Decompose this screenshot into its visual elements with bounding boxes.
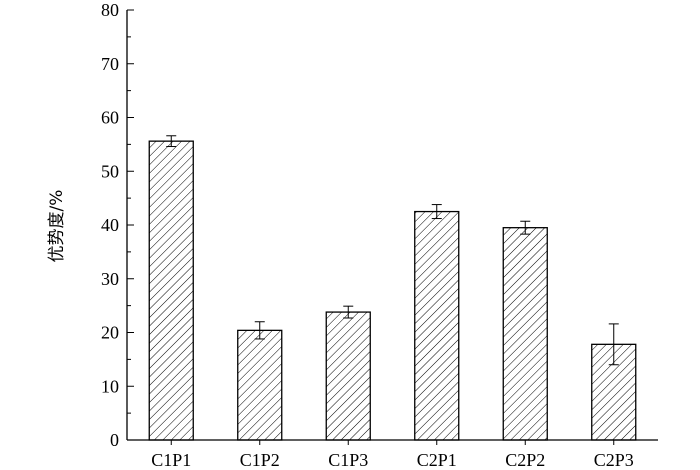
y-tick-label: 0 bbox=[110, 430, 119, 450]
y-tick-label: 10 bbox=[101, 376, 119, 396]
bar-c2p2 bbox=[502, 227, 548, 441]
x-tick-label: C2P2 bbox=[505, 450, 545, 470]
y-tick-label: 70 bbox=[101, 54, 119, 74]
plot-area: 0 10 20 30 40 50 60 70 80 C1P1 C1P2 C1P3 C2P1 C2P2 C2P… bbox=[101, 0, 658, 470]
bar-c2p1 bbox=[414, 210, 460, 441]
y-tick-label: 20 bbox=[101, 323, 119, 343]
y-tick-label: 30 bbox=[101, 269, 119, 289]
x-tick-label: C2P3 bbox=[594, 450, 634, 470]
x-tick-label: C1P3 bbox=[328, 450, 368, 470]
x-tick-label: C1P2 bbox=[240, 450, 280, 470]
y-axis-title: 优势度/% bbox=[47, 190, 67, 263]
bar-c1p3 bbox=[325, 311, 371, 441]
y-tick-label: 80 bbox=[101, 0, 119, 20]
y-tick-label: 40 bbox=[101, 215, 119, 235]
x-tick-label: C2P1 bbox=[417, 450, 457, 470]
bar-c1p2 bbox=[237, 329, 283, 441]
y-tick-label: 60 bbox=[101, 108, 119, 128]
x-tick-label: C1P1 bbox=[151, 450, 191, 470]
y-tick-label: 50 bbox=[101, 161, 119, 181]
bar-c1p1 bbox=[148, 140, 194, 441]
